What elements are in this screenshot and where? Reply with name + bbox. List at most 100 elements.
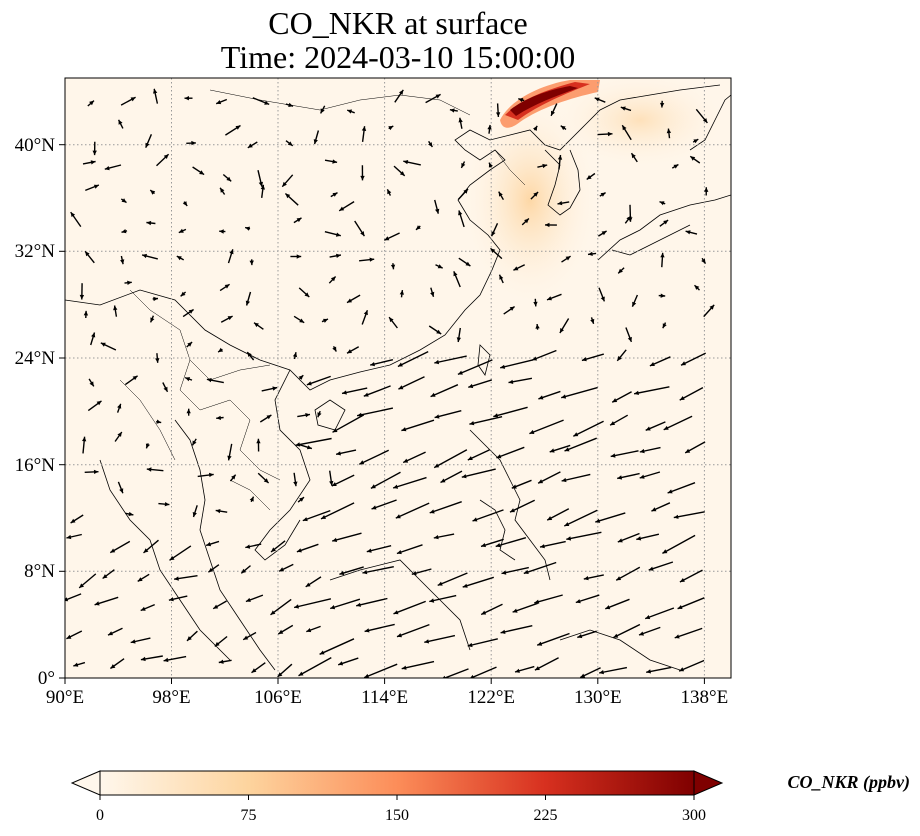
wind-vector-head: [247, 143, 253, 148]
wind-vector-head: [631, 153, 636, 159]
wind-vector-head: [561, 394, 567, 399]
wind-vector-head: [153, 88, 158, 94]
wind-vector-head: [560, 125, 566, 131]
colorbar-tick: 225: [534, 807, 558, 824]
wind-vector-head: [613, 633, 619, 638]
wind-vector-head: [481, 543, 486, 548]
wind-vector-shaft: [429, 594, 457, 603]
wind-vector-head: [66, 634, 72, 639]
wind-vector-head: [296, 254, 302, 259]
wind-vector-head: [398, 385, 404, 390]
wind-vector-head: [243, 635, 249, 640]
wind-vector-head: [370, 484, 376, 489]
wind-vector-head: [120, 259, 125, 265]
wind-vector-shaft: [363, 663, 398, 678]
wind-vector-shaft: [564, 437, 597, 452]
wind-vector-head: [370, 362, 375, 367]
wind-vector-head: [306, 445, 312, 450]
wind-vector-shaft: [362, 566, 394, 574]
wind-vector-head: [168, 597, 174, 602]
wind-vector-head: [662, 549, 668, 554]
wind-vector-head: [545, 222, 550, 228]
wind-vector-head: [626, 215, 631, 221]
wind-vector-head: [219, 229, 224, 234]
wind-vector-shaft: [667, 482, 696, 494]
coastlines: [65, 84, 731, 671]
wind-vector-shaft: [598, 666, 628, 674]
wind-vector-head: [573, 432, 579, 437]
wind-vector-head: [146, 467, 152, 472]
wind-vector-head: [428, 142, 433, 147]
wind-vector-head: [434, 359, 440, 365]
wind-vector-shaft: [396, 544, 423, 555]
wind-vector-head: [150, 317, 155, 323]
wind-vector-head: [512, 608, 518, 613]
wind-vector-head: [590, 318, 595, 324]
colorbar-tick: 300: [682, 807, 706, 824]
y-tick-label: 0°: [38, 668, 55, 689]
wind-vector-head: [518, 98, 524, 103]
wind-vector-head: [600, 192, 606, 197]
wind-vector-head: [332, 537, 338, 542]
wind-vector-shaft: [359, 449, 389, 465]
map-subtitle-time: Time: 2024-03-10 15:00:00: [220, 39, 576, 75]
wind-vector-head: [663, 425, 669, 430]
wind-vector-shaft: [529, 419, 564, 435]
wind-vector-head: [113, 305, 118, 311]
wind-vector-head: [435, 94, 441, 99]
wind-vector-head: [435, 208, 440, 214]
wind-vector-head: [461, 162, 466, 168]
wind-vector-head: [465, 261, 471, 266]
wind-vector-shaft: [393, 600, 426, 615]
wind-vector-head: [646, 669, 651, 674]
wind-vector-head: [83, 310, 89, 316]
wind-vector-head: [241, 568, 247, 574]
wind-vector-head: [336, 451, 341, 456]
wind-vector-head: [305, 582, 311, 587]
wind-vector-head: [660, 102, 665, 108]
wind-vector-head: [277, 672, 283, 677]
wind-vector-head: [174, 576, 179, 581]
wind-vector-head: [199, 170, 205, 175]
wind-vector-head: [323, 318, 328, 323]
wind-vector-head: [235, 125, 241, 130]
wind-vector-head: [332, 159, 338, 164]
wind-vector-head: [557, 155, 563, 160]
wind-vector-head: [551, 110, 555, 116]
wind-vector-head: [397, 362, 403, 367]
wind-vector-head: [153, 296, 158, 302]
wind-vector-head: [85, 251, 90, 257]
wind-vector-head: [639, 474, 645, 479]
x-tick-label: 138°E: [681, 687, 729, 708]
wind-vector-head: [226, 176, 232, 182]
wind-vector-head: [130, 639, 136, 644]
wind-vector-head: [434, 414, 440, 419]
wind-vector-head: [704, 187, 709, 192]
wind-vector-head: [91, 332, 96, 338]
wind-vector-head: [66, 534, 72, 540]
wind-vector-head: [360, 231, 365, 237]
wind-vector-head: [393, 484, 399, 489]
wind-vector-shaft: [430, 384, 459, 398]
wind-vector-head: [610, 453, 616, 458]
wind-vector-head: [359, 460, 365, 465]
wind-vector-head: [496, 112, 501, 117]
wind-vector-head: [469, 421, 475, 426]
wind-vector-head: [292, 352, 298, 358]
wind-vector-head: [540, 544, 545, 549]
wind-vector-head: [586, 175, 592, 180]
wind-vector-head: [467, 456, 473, 460]
wind-vector-head: [662, 323, 667, 329]
wind-vector-head: [287, 141, 293, 146]
wind-vector-head: [429, 598, 435, 603]
wind-vector-shaft: [469, 416, 503, 425]
wind-vector-head: [549, 448, 555, 453]
wind-vector-shaft: [561, 386, 598, 399]
wind-vector-head: [702, 118, 708, 123]
wind-vector-shaft: [434, 355, 467, 364]
wind-vector-head: [515, 668, 520, 673]
wind-vector-head: [342, 390, 347, 395]
wind-vector-head: [227, 455, 232, 461]
wind-vector-head: [247, 352, 252, 357]
wind-vector-head: [667, 489, 673, 494]
